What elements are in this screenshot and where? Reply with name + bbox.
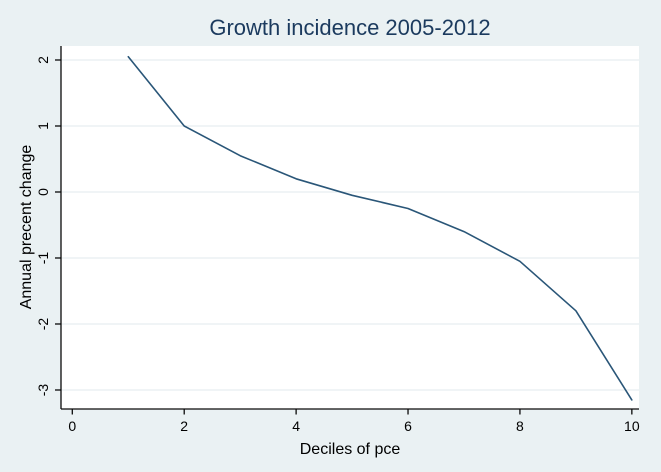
y-tick-label: -2	[35, 318, 51, 331]
y-tick-label: 0	[35, 188, 51, 196]
y-tick-label: 1	[35, 122, 51, 130]
x-tick-label: 4	[292, 418, 300, 434]
chart-title: Growth incidence 2005-2012	[209, 15, 490, 40]
plot-render-layer: 210-1-2-30 2 4 6 8 10	[35, 46, 640, 434]
x-tick-label: 6	[404, 418, 412, 434]
y-axis-title: Annual precent change	[18, 145, 35, 310]
x-axis-title: Deciles of pce	[300, 441, 401, 458]
y-tick-label: 2	[35, 56, 51, 64]
y-tick-label: -3	[35, 384, 51, 397]
x-tick-label: 8	[516, 418, 524, 434]
x-tick-label: 10	[624, 418, 640, 434]
x-tick-label: 2	[180, 418, 188, 434]
series-line-growth-incidence	[127, 55, 633, 401]
y-tick-label: -1	[35, 252, 51, 265]
x-tick-label: 0	[68, 418, 76, 434]
plot-area	[61, 46, 639, 409]
